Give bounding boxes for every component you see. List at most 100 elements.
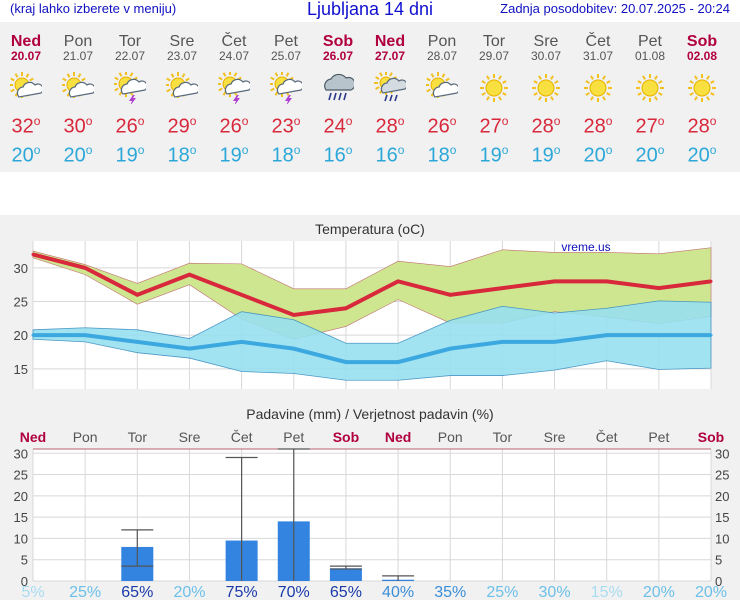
y-tick-label-right: 30 <box>715 446 729 461</box>
min-temperature-point <box>553 340 557 344</box>
day-date: 25.07 <box>270 49 302 63</box>
max-temperature-point <box>605 279 609 283</box>
y-tick-label: 10 <box>14 531 28 546</box>
max-temperature-point <box>709 279 713 283</box>
x-tick-label: Pon <box>73 429 98 445</box>
min-temperature-range <box>32 300 712 381</box>
day-date: 28.07 <box>426 49 458 63</box>
x-tick-label: Sre <box>544 429 566 445</box>
day-date: 22.07 <box>114 49 146 63</box>
sun-icon <box>532 74 560 102</box>
temperature-chart-title: Temperatura (oC) <box>315 221 425 237</box>
max-temperature-value: 26 <box>219 115 242 138</box>
day-name: Sob <box>686 33 718 50</box>
min-temperature-point <box>83 333 87 337</box>
header: (kraj lahko izberete v meniju) Ljubljana… <box>0 0 740 22</box>
degree-symbol: o <box>241 114 249 128</box>
min-temperature-value: 20 <box>635 144 658 167</box>
day-date: 24.07 <box>218 49 250 63</box>
min-temperature: 16o <box>312 143 364 168</box>
min-temperature-value: 16 <box>375 144 398 167</box>
day-name: Sob <box>322 33 354 50</box>
min-temperature: 19o <box>520 143 572 168</box>
day-date: 01.08 <box>634 49 666 63</box>
max-temperature-point <box>83 266 87 270</box>
min-temperature-point <box>187 347 191 351</box>
max-temperature: 24o <box>312 114 364 139</box>
day-name: Pon <box>63 33 93 50</box>
x-tick-label: Pet <box>648 429 669 445</box>
day-date: 20.07 <box>10 49 42 63</box>
min-temperature-value: 19 <box>531 144 554 167</box>
degree-symbol: o <box>501 114 509 128</box>
location-hint[interactable]: (kraj lahko izberete v meniju) <box>10 1 177 16</box>
day-name: Sre <box>533 33 559 50</box>
day-name: Čet <box>585 33 611 50</box>
max-temperature-point <box>448 293 452 297</box>
min-temperature-point <box>448 347 452 351</box>
y-tick-label: 20 <box>14 489 28 504</box>
precipitation-probability-label: 25% <box>69 584 101 600</box>
degree-symbol: o <box>189 143 197 157</box>
min-temperature-value: 16 <box>323 144 346 167</box>
degree-symbol: o <box>85 143 93 157</box>
x-tick-label: Pet <box>283 429 304 445</box>
precipitation-probability-label: 65% <box>330 584 362 600</box>
min-temperature-point <box>709 333 713 337</box>
sun-icon <box>480 74 508 102</box>
degree-symbol: o <box>33 114 41 128</box>
degree-symbol: o <box>397 143 405 157</box>
day-name: Tor <box>118 33 142 50</box>
degree-symbol: o <box>137 143 145 157</box>
day-column: Sob 26.07 24o 16o <box>312 22 364 172</box>
max-temperature-value: 32 <box>11 115 34 138</box>
degree-symbol: o <box>241 143 249 157</box>
degree-symbol: o <box>397 114 405 128</box>
day-column: Tor 29.07 27o 19o <box>468 22 520 172</box>
min-temperature: 18o <box>156 143 208 168</box>
degree-symbol: o <box>85 114 93 128</box>
degree-symbol: o <box>345 114 353 128</box>
max-temperature-value: 26 <box>115 115 138 138</box>
max-temperature-value: 28 <box>375 115 398 138</box>
x-tick-label: Sob <box>698 429 724 445</box>
max-temperature-value: 27 <box>479 115 502 138</box>
day-name: Sre <box>169 33 195 50</box>
max-temperature-point <box>135 293 139 297</box>
precipitation-probability-label: 15% <box>591 584 623 600</box>
min-temperature-point <box>292 347 296 351</box>
day-date: 29.07 <box>478 49 510 63</box>
precipitation-probability-label: 70% <box>278 584 310 600</box>
day-column: Pon 21.07 30o 20o <box>52 22 104 172</box>
min-temperature: 18o <box>260 143 312 168</box>
x-tick-label: Tor <box>493 429 513 445</box>
day-date: 30.07 <box>530 49 562 63</box>
min-temperature: 19o <box>468 143 520 168</box>
min-temperature: 20o <box>572 143 624 168</box>
day-column: Sob 02.08 28o 20o <box>676 22 728 172</box>
x-tick-label: Sob <box>333 429 359 445</box>
x-tick-label: Čet <box>231 429 253 445</box>
y-tick-label: 25 <box>14 468 28 483</box>
sun-icon <box>636 74 664 102</box>
min-temperature-point <box>240 340 244 344</box>
min-temperature-value: 20 <box>687 144 710 167</box>
day-column: Čet 24.07 26o 19o <box>208 22 260 172</box>
last-updated: Zadnja posodobitev: 20.07.2025 - 20:24 <box>500 1 730 16</box>
sun-cloud-icon <box>166 72 198 98</box>
precipitation-probability-label: 40% <box>382 584 414 600</box>
max-temperature-value: 28 <box>531 115 554 138</box>
day-date: 02.08 <box>686 49 718 63</box>
min-temperature: 20o <box>52 143 104 168</box>
day-date: 31.07 <box>582 49 614 63</box>
max-temperature: 27o <box>624 114 676 139</box>
watermark: vreme.us <box>561 240 610 254</box>
degree-symbol: o <box>293 114 301 128</box>
min-temperature: 19o <box>104 143 156 168</box>
degree-symbol: o <box>657 143 665 157</box>
day-name: Pet <box>637 33 662 50</box>
min-temperature-point <box>500 340 504 344</box>
y-tick-label-right: 5 <box>715 553 722 568</box>
max-temperature: 26o <box>208 114 260 139</box>
max-temperature-value: 30 <box>63 115 86 138</box>
